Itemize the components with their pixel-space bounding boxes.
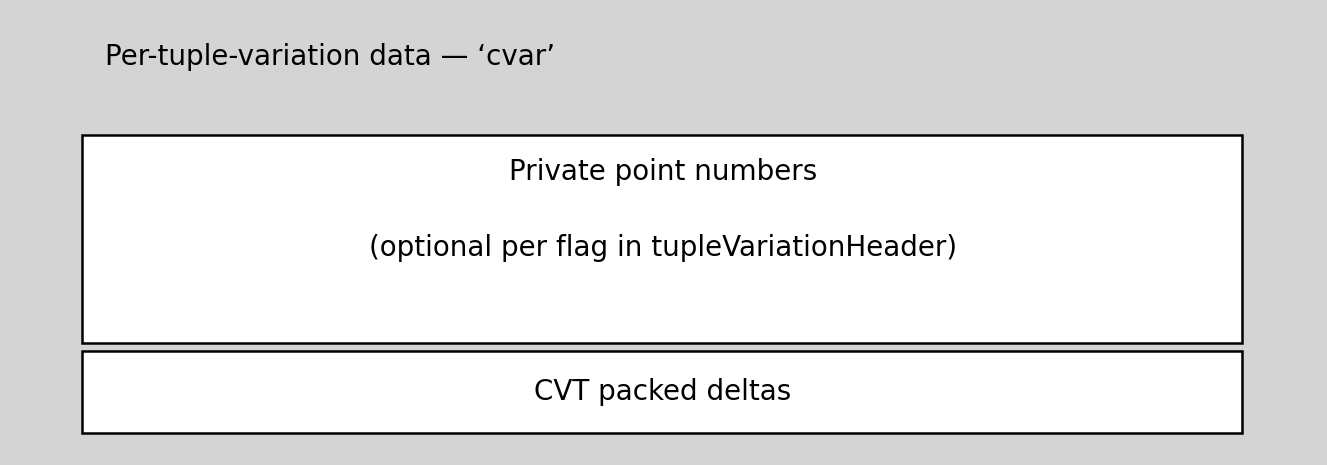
Text: CVT packed deltas: CVT packed deltas (535, 378, 792, 406)
Text: Per-tuple-variation data — ‘cvar’: Per-tuple-variation data — ‘cvar’ (105, 43, 555, 71)
Bar (82, 135, 1242, 343)
Bar (82, 351, 1242, 433)
Text: Private point numbers: Private point numbers (508, 158, 817, 186)
Text: (optional per flag in tupleVariationHeader): (optional per flag in tupleVariationHead… (369, 234, 957, 262)
